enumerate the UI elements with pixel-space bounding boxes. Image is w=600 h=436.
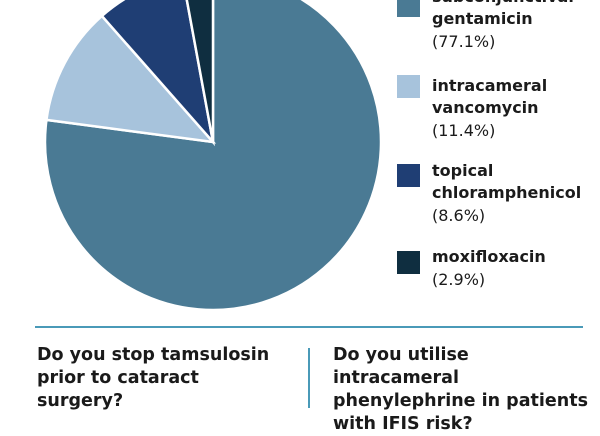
legend-item-2: topical chloramphenicol (8.6%) <box>432 160 600 227</box>
legend-item-0: subconjunctivalgentamicin (77.1%) <box>432 0 600 53</box>
legend-item-3: moxifloxacin (2.9%) <box>432 246 600 291</box>
legend-label: vancomycin <box>432 98 539 117</box>
question-line: with IFIS risk? <box>333 414 473 434</box>
legend-pct: (11.4%) <box>432 121 496 140</box>
legend-swatch-0 <box>397 0 420 17</box>
legend-item-1: intracameral vancomycin (11.4%) <box>432 75 600 142</box>
legend-label: topical <box>432 161 494 180</box>
legend-pct: (8.6%) <box>432 206 486 225</box>
question-tamsulosin: Do you stop tamsulosin prior to cataract… <box>37 344 269 413</box>
legend-swatch-1 <box>397 75 420 98</box>
legend-label: subconjunctival <box>432 0 600 8</box>
question-phenylephrine: Do you utilise intracameral phenylephrin… <box>333 344 600 436</box>
legend-pct: (77.1%) <box>432 32 496 51</box>
legend-label: chloramphenicol <box>432 183 582 202</box>
question-line: surgery? <box>37 391 124 411</box>
question-line: phenylephrine in patients <box>333 391 588 411</box>
pie-slice-2 <box>100 0 216 147</box>
divider-line <box>35 326 583 328</box>
legend-swatch-2 <box>397 164 420 187</box>
legend-label: moxifloxacin <box>432 247 546 266</box>
pie-slice-3 <box>185 0 215 143</box>
pie-slice-0 <box>43 0 383 312</box>
question-line: prior to cataract <box>37 368 199 388</box>
legend-label: intracameral <box>432 76 548 95</box>
question-line: Do you utilise intracameral <box>333 345 469 388</box>
column-divider <box>308 348 310 408</box>
pie-chart <box>43 0 383 312</box>
legend-swatch-3 <box>397 251 420 274</box>
question-line: Do you stop tamsulosin <box>37 345 270 365</box>
legend-label: gentamicin <box>432 9 533 28</box>
pie-slice-1 <box>45 14 217 144</box>
legend-pct: (2.9%) <box>432 270 486 289</box>
